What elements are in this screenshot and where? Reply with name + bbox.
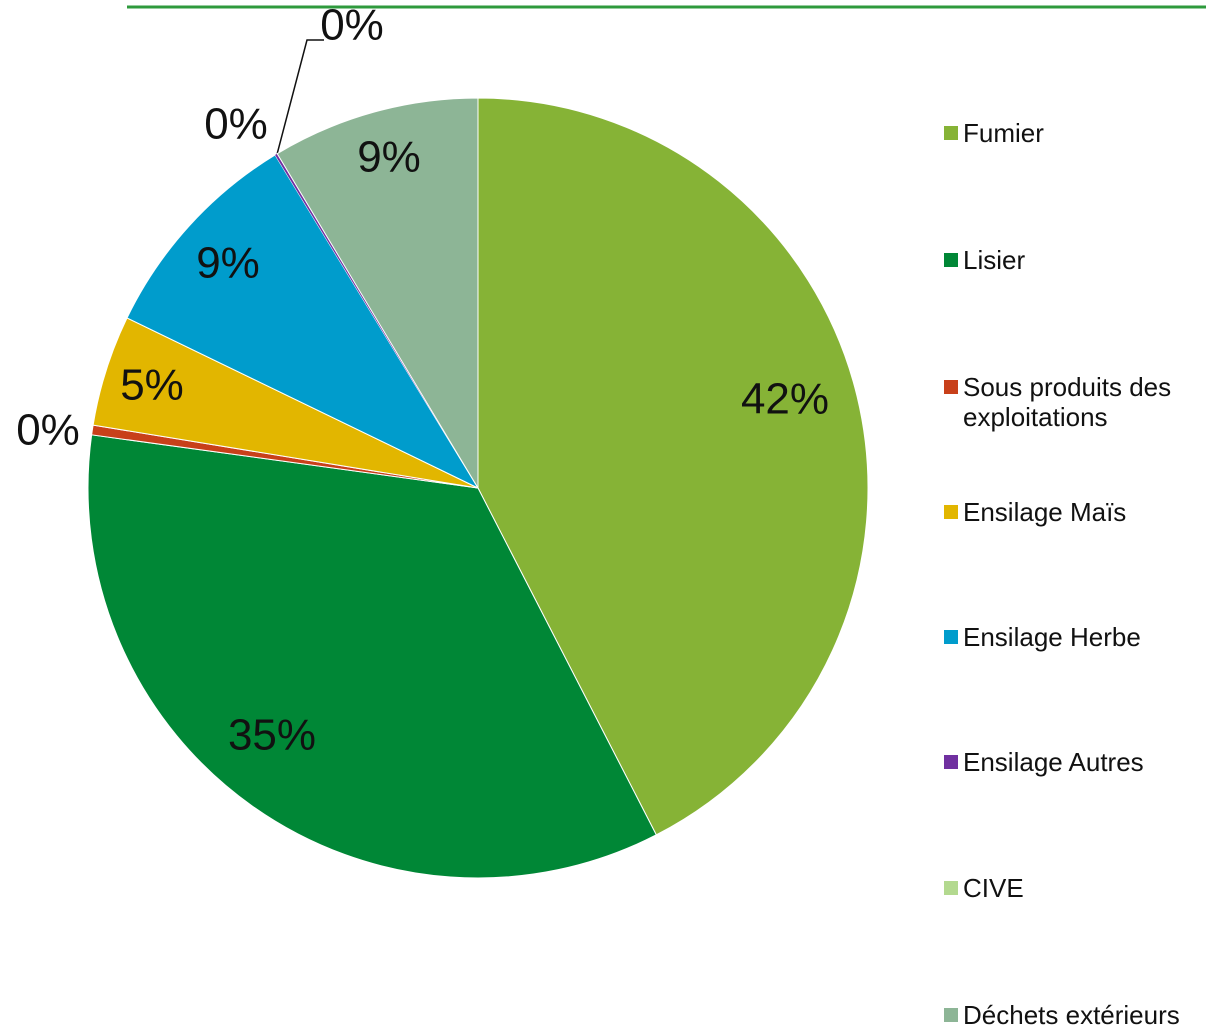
pie-slice	[126, 154, 480, 490]
data-label: 5%	[120, 361, 184, 410]
legend-label: Ensilage Herbe	[963, 622, 1141, 652]
legend-entry: Sous produits des exploitations	[944, 372, 1202, 432]
legend-entry: CIVE	[944, 873, 1202, 903]
pie-slice	[276, 97, 479, 490]
legend-label: Lisier	[963, 245, 1026, 275]
data-label: 0%	[320, 1, 384, 50]
legend-entry: Ensilage Herbe	[944, 622, 1202, 652]
data-label: 9%	[196, 239, 260, 288]
pie-slice	[477, 97, 869, 836]
legend-label: Fumier	[963, 118, 1044, 148]
legend-swatch	[944, 380, 958, 394]
legend-label: Ensilage Maïs	[963, 497, 1127, 527]
pie-slice	[87, 434, 657, 879]
legend-label: Sous produits des exploitations	[963, 372, 1172, 432]
legend-entry: Ensilage Autres	[944, 747, 1202, 777]
legend-label: Ensilage Autres	[963, 747, 1144, 777]
legend-entry: Lisier	[944, 245, 1202, 275]
legend-label: CIVE	[963, 873, 1024, 903]
legend-swatch	[944, 1008, 958, 1022]
data-label: 9%	[357, 133, 421, 182]
legend-swatch	[944, 755, 958, 769]
data-label: 0%	[204, 100, 268, 149]
legend-label: Déchets extérieurs	[963, 1000, 1180, 1027]
data-label: 0%	[16, 406, 80, 455]
legend-swatch	[944, 505, 958, 519]
legend-entry: Ensilage Maïs	[944, 497, 1202, 527]
legend-entry: Fumier	[944, 118, 1202, 148]
leader-line	[276, 39, 324, 154]
legend-swatch	[944, 126, 958, 140]
legend-entry: Déchets extérieurs	[944, 1000, 1202, 1027]
data-label: 42%	[741, 375, 829, 424]
data-label: 35%	[228, 711, 316, 760]
legend-swatch	[944, 253, 958, 267]
legend-swatch	[944, 630, 958, 644]
legend-swatch	[944, 881, 958, 895]
